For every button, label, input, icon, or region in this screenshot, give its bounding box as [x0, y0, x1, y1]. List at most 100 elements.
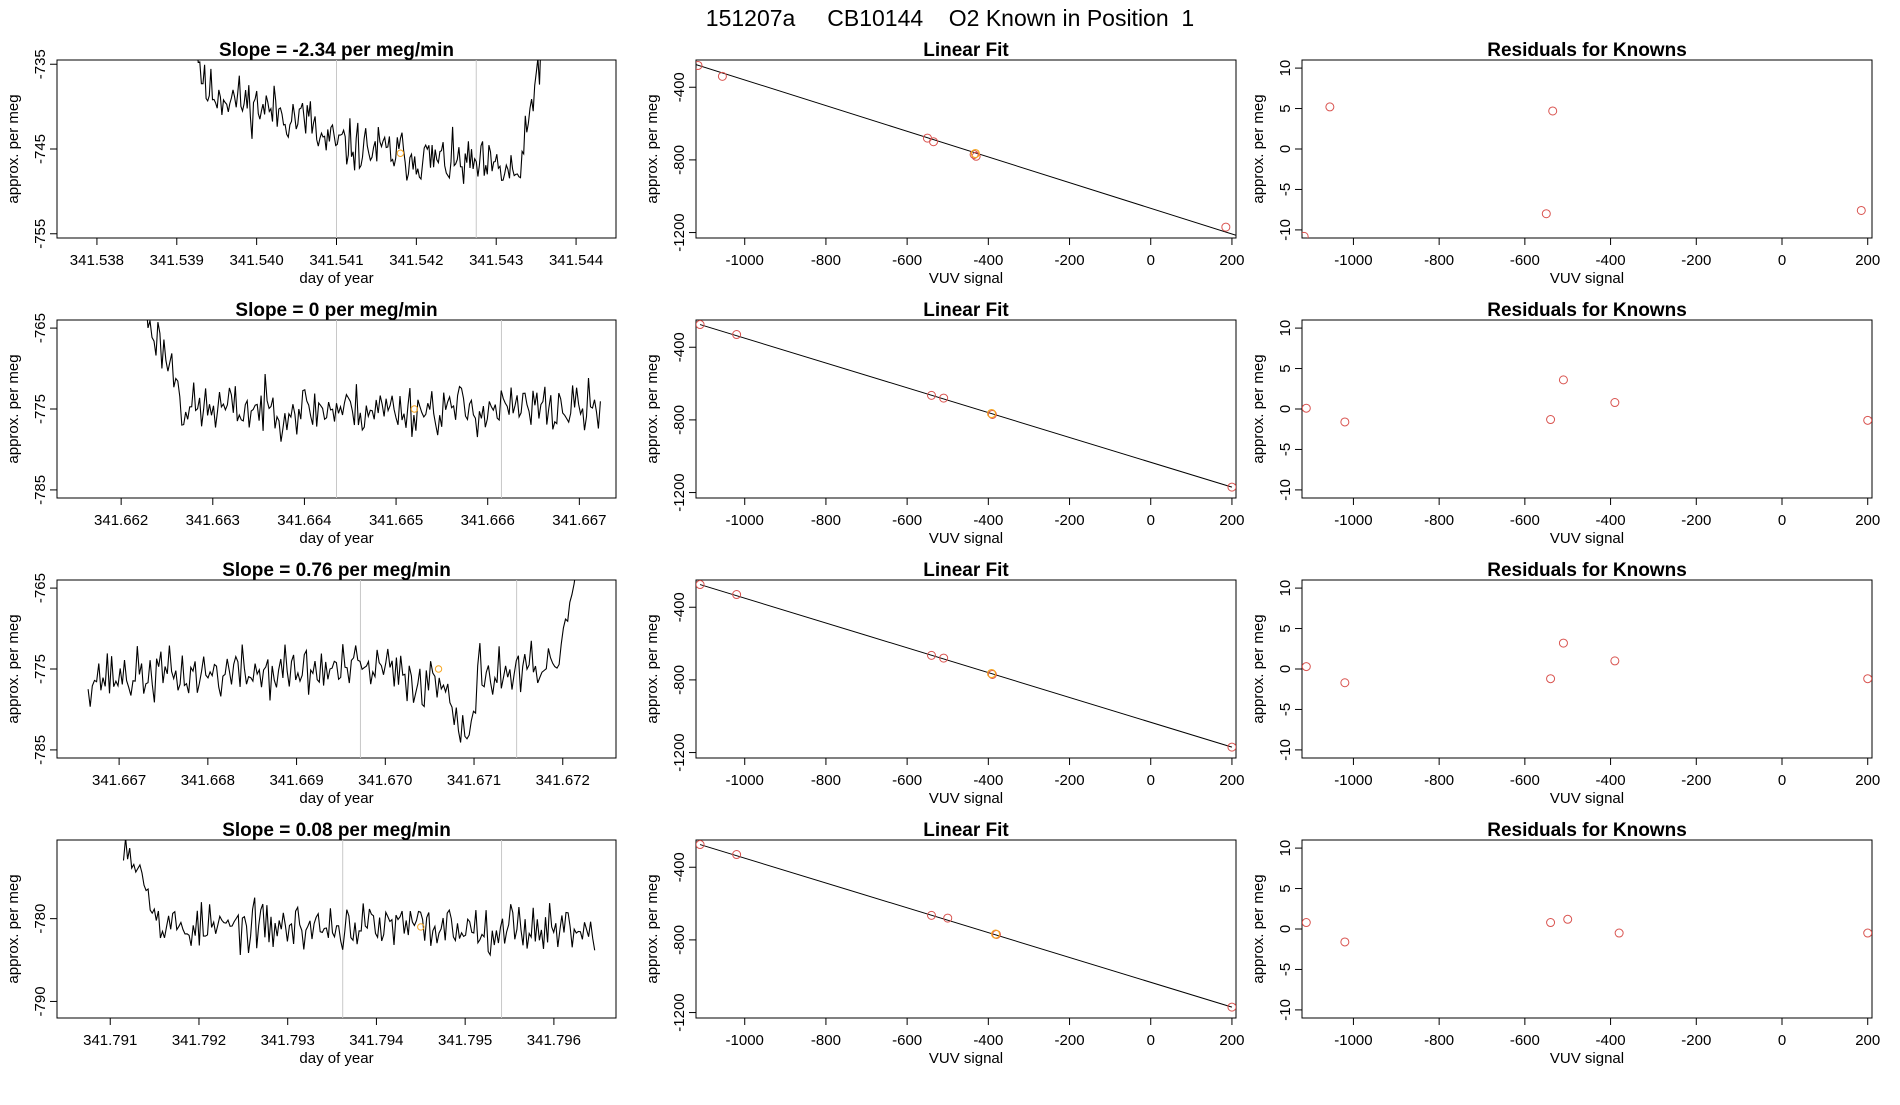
plot-frame	[695, 59, 1237, 239]
x-axis-label: VUV signal	[1550, 790, 1624, 807]
x-tick-label: -600	[1510, 772, 1540, 789]
y-tick-label: -5	[1277, 443, 1294, 456]
panel-r1-residuals: Residuals for Knowns-1000 -800 -600 -400 -20…	[1250, 300, 1880, 547]
residual-point	[1302, 403, 1311, 413]
known-point	[1227, 742, 1236, 752]
x-tick-label: 341.542	[389, 252, 443, 269]
x-tick-label: -1000	[726, 512, 764, 529]
residual-point	[1302, 231, 1309, 238]
panel-title: Residuals for Knowns	[1487, 300, 1687, 321]
y-tick-label: -1200	[671, 733, 688, 771]
y-tick-label: -735	[32, 49, 49, 79]
x-tick-label: -600	[892, 252, 922, 269]
y-tick-label: -5	[1277, 963, 1294, 976]
y-axis-label: approx. per meg	[644, 94, 661, 203]
y-tick-label: 10	[1277, 580, 1294, 597]
y-tick-label: -745	[32, 134, 49, 164]
x-tick-label: -200	[1055, 772, 1085, 789]
panel-title: Slope = -2.34 per meg/min	[219, 40, 454, 61]
y-axis-label: approx. per meg	[644, 354, 661, 463]
panel-r1-timeseries: Slope = 0 per meg/min 341.662 341.663 341.6…	[5, 300, 617, 547]
known-point	[969, 149, 979, 159]
x-tick-label: -1000	[1334, 772, 1372, 789]
y-tick-label: -785	[32, 735, 49, 765]
x-tick-label: 341.662	[94, 512, 148, 529]
x-tick-label: 341.538	[70, 252, 124, 269]
x-tick-label: -400	[973, 772, 1003, 789]
x-tick-label: 200	[1219, 252, 1244, 269]
plot-area	[197, 60, 541, 238]
x-axis-label: VUV signal	[929, 790, 1003, 807]
x-tick-label: 0	[1147, 1032, 1155, 1049]
y-tick-label: 5	[1277, 624, 1294, 632]
panel-r2-timeseries: Slope = 0.76 per meg/min 341.667 341.668 34…	[5, 560, 617, 807]
x-tick-label: -800	[811, 772, 841, 789]
x-tick-label: -800	[1424, 252, 1454, 269]
y-tick-label: -800	[671, 145, 688, 175]
x-tick-label: -400	[973, 1032, 1003, 1049]
x-axis-label: day of year	[299, 270, 373, 287]
x-axis-label: day of year	[299, 530, 373, 547]
x-tick-label: -600	[892, 1032, 922, 1049]
known-point	[1227, 1002, 1236, 1012]
known-point	[732, 850, 742, 860]
x-tick-label: -200	[1055, 1032, 1085, 1049]
x-tick-label: -800	[811, 252, 841, 269]
panel-title: Linear Fit	[923, 300, 1009, 321]
plot-frame	[1301, 59, 1873, 239]
residual-point	[1546, 674, 1556, 684]
plot-frame	[56, 839, 617, 1019]
panel-title: Linear Fit	[923, 40, 1009, 61]
y-tick-label: -400	[671, 592, 688, 622]
x-tick-label: 0	[1778, 772, 1786, 789]
y-tick-label: 0	[1277, 665, 1294, 673]
y-tick-label: -775	[32, 654, 49, 684]
signal-trace-line	[197, 60, 541, 184]
y-tick-label: -10	[1277, 999, 1294, 1021]
x-tick-label: 0	[1147, 772, 1155, 789]
x-tick-label: -1000	[726, 1032, 764, 1049]
x-tick-label: -600	[1510, 1032, 1540, 1049]
current-fit-point	[991, 929, 1001, 939]
panel-r3-residuals: Residuals for Knowns-1000 -800 -600 -400 -20…	[1250, 820, 1880, 1067]
y-tick-label: -765	[32, 313, 49, 343]
fit-line	[699, 584, 1233, 748]
signal-trace-line	[122, 840, 596, 957]
y-tick-label: 5	[1277, 104, 1294, 112]
residual-point	[1610, 656, 1620, 666]
x-tick-label: 0	[1778, 1032, 1786, 1049]
x-tick-label: -800	[811, 512, 841, 529]
plot-frame	[695, 839, 1237, 1019]
panel-r0-residuals: Residuals for Knowns-1000 -800 -600 -400 -20…	[1250, 40, 1880, 287]
plot-area	[1302, 914, 1872, 947]
y-tick-label: -5	[1277, 183, 1294, 196]
x-tick-label: 341.794	[349, 1032, 403, 1049]
x-tick-label: -200	[1055, 252, 1085, 269]
y-tick-label: 5	[1277, 884, 1294, 892]
panel-title: Residuals for Knowns	[1487, 40, 1687, 61]
residual-point	[1302, 662, 1311, 672]
x-tick-label: -400	[973, 252, 1003, 269]
plot-area	[696, 60, 1236, 236]
x-tick-label: 200	[1219, 772, 1244, 789]
y-tick-label: -400	[671, 852, 688, 882]
known-point	[926, 650, 936, 660]
x-tick-label: -800	[1424, 1032, 1454, 1049]
current-fit-point	[986, 408, 997, 419]
residual-point	[1546, 415, 1556, 425]
panel-title: Slope = 0 per meg/min	[235, 300, 437, 321]
x-tick-label: 0	[1147, 252, 1155, 269]
y-tick-label: -10	[1277, 219, 1294, 241]
y-tick-label: -10	[1277, 739, 1294, 761]
page-title: 151207a CB10144 O2 Known in Position 1	[706, 5, 1194, 31]
panel-title: Linear Fit	[923, 560, 1009, 581]
y-tick-label: 0	[1277, 145, 1294, 153]
x-axis-label: day of year	[299, 1050, 373, 1067]
x-tick-label: 341.672	[536, 772, 590, 789]
x-tick-label: 341.667	[92, 772, 146, 789]
x-tick-label: -1000	[726, 252, 764, 269]
plot-frame	[1301, 839, 1873, 1019]
plot-area	[696, 320, 1236, 492]
y-tick-label: 10	[1277, 840, 1294, 857]
